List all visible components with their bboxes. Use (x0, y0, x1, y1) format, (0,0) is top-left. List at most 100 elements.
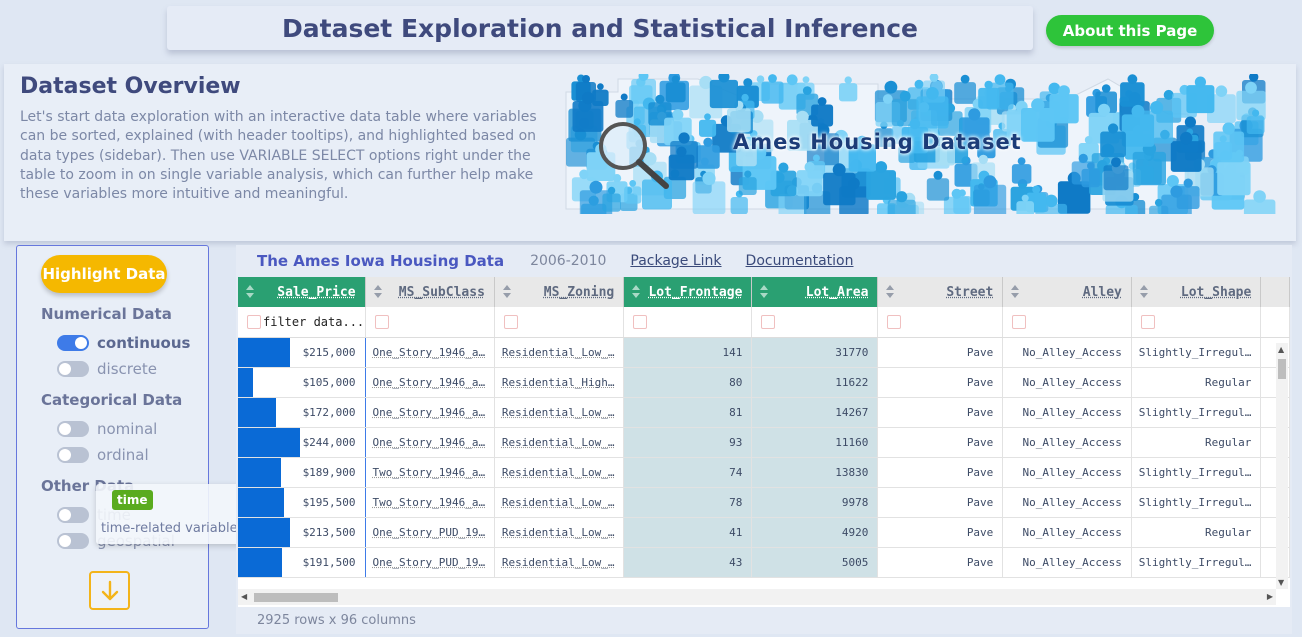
filter-icon[interactable] (374, 315, 389, 329)
price-bar (238, 427, 300, 456)
scroll-right-icon[interactable]: ▶ (1266, 592, 1273, 601)
toggle-row-ordinal[interactable]: ordinal (57, 446, 149, 464)
column-header-lot-shape[interactable]: Lot_Shape (1131, 277, 1262, 307)
cell-value: $172,000 (302, 405, 356, 419)
column-filter-cell[interactable] (751, 307, 879, 338)
table-cell: 141 (623, 337, 753, 368)
column-header-alley[interactable]: Alley (1002, 277, 1132, 307)
sort-icon[interactable] (632, 285, 641, 299)
scroll-up-icon[interactable]: ▲ (1278, 345, 1285, 354)
table-row[interactable]: $195,500 Two_Story_1946_a… Residential_Low… (238, 487, 1290, 518)
tooltip-tag: time (112, 490, 153, 510)
table-cell: $172,000 (238, 397, 366, 428)
cell-value: $213,500 (302, 525, 356, 539)
table-cell: $195,500 (238, 487, 366, 518)
ordinal-toggle[interactable] (57, 447, 89, 463)
column-filter-cell[interactable] (877, 307, 1004, 338)
table-cell: 93 (623, 427, 753, 458)
table-row[interactable]: $213,500 One_Story_PUD_19… Residential_Low… (238, 517, 1290, 548)
price-bar (238, 487, 284, 516)
time-toggle[interactable] (57, 507, 89, 523)
filter-icon[interactable] (247, 315, 261, 329)
column-filter-cell[interactable] (623, 307, 753, 338)
table-cell: 31770 (751, 337, 879, 368)
column-header-lot-frontage[interactable]: Lot_Frontage (623, 277, 753, 307)
toggle-label: nominal (97, 420, 158, 438)
documentation-link[interactable]: Documentation (745, 253, 854, 269)
table-row[interactable]: $244,000 One_Story_1946_a… Residential_Low… (238, 427, 1290, 458)
filter-icon[interactable] (1140, 315, 1155, 329)
table-cell: One_Story_1946_a… (365, 367, 495, 398)
table-cell: Pave (877, 487, 1004, 518)
table-row[interactable]: $191,500 One_Story_PUD_19… Residential_Low… (238, 547, 1290, 578)
highlight-data-button[interactable]: Highlight Data (41, 255, 167, 293)
table-cell: Pave (877, 337, 1004, 368)
table-cell: Residential_Low_… (494, 427, 625, 458)
sort-icon[interactable] (1011, 285, 1020, 299)
sort-icon[interactable] (886, 285, 895, 299)
table-cell: No_Alley_Access (1002, 337, 1132, 368)
filter-icon[interactable] (633, 315, 648, 329)
horizontal-scrollbar[interactable]: ◀ ▶ (238, 589, 1276, 605)
filter-icon[interactable] (503, 315, 518, 329)
table-row[interactable]: $215,000 One_Story_1946_a… Residential_Low… (238, 337, 1290, 368)
scroll-down-button[interactable] (89, 571, 130, 610)
column-header-lot-area[interactable]: Lot_Area (751, 277, 879, 307)
cell-value: $215,000 (302, 345, 356, 359)
table-cell: Residential_High… (494, 367, 625, 398)
column-header-label: Sale_Price (277, 284, 356, 300)
column-header-ms-subclass[interactable]: MS_SubClass (365, 277, 495, 307)
geospatial-toggle[interactable] (57, 533, 89, 549)
table-viewport[interactable]: Sale_Price MS_SubClass MS_Zoning Lot_Fronta… (238, 277, 1290, 607)
toggle-label: discrete (97, 360, 157, 378)
filter-input[interactable] (241, 313, 363, 331)
table-header-row: Sale_Price MS_SubClass MS_Zoning Lot_Fronta… (238, 277, 1290, 307)
column-filter-cell[interactable] (494, 307, 625, 338)
filter-icon[interactable] (761, 315, 776, 329)
toggle-row-discrete[interactable]: discrete (57, 360, 157, 378)
table-row[interactable]: $172,000 One_Story_1946_a… Residential_Low… (238, 397, 1290, 428)
sort-icon[interactable] (1139, 285, 1148, 299)
sort-icon[interactable] (760, 285, 769, 299)
scroll-down-icon[interactable]: ▼ (1278, 578, 1285, 587)
table-body: $215,000 One_Story_1946_a… Residential_Low… (238, 337, 1290, 578)
table-row[interactable]: $189,900 Two_Story_1946_a… Residential_Low… (238, 457, 1290, 488)
filter-icon[interactable] (887, 315, 902, 329)
ames-housing-banner-image (548, 74, 1280, 214)
table-row[interactable]: $105,000 One_Story_1946_a… Residential_Hig… (238, 367, 1290, 398)
sort-icon[interactable] (502, 285, 511, 299)
vertical-scroll-thumb[interactable] (1278, 359, 1286, 379)
package-link[interactable]: Package Link (630, 253, 722, 269)
table-cell: No_Alley_Access (1002, 547, 1132, 578)
column-header-ms-zoning[interactable]: MS_Zoning (494, 277, 625, 307)
table-cell: Pave (877, 517, 1004, 548)
arrow-down-icon (101, 580, 118, 600)
table-footer: 2925 rows x 96 columns (257, 613, 416, 628)
toggle-row-nominal[interactable]: nominal (57, 420, 157, 438)
sort-icon[interactable] (246, 285, 254, 299)
column-filter-cell[interactable] (238, 307, 366, 338)
toggle-row-continuous[interactable]: continuous (57, 334, 190, 352)
column-filter-cell[interactable] (1131, 307, 1262, 338)
column-header-street[interactable]: Street (877, 277, 1004, 307)
sort-icon[interactable] (373, 285, 382, 299)
nominal-toggle[interactable] (57, 421, 89, 437)
column-header-sale-price[interactable]: Sale_Price (238, 277, 366, 307)
table-cell: One_Story_1946_a… (365, 337, 495, 368)
scroll-left-icon[interactable]: ◀ (241, 592, 248, 601)
about-button[interactable]: About this Page (1046, 15, 1214, 46)
table-cell: Regular (1131, 517, 1262, 548)
vertical-scrollbar[interactable]: ▲ ▼ (1276, 343, 1288, 589)
horizontal-scroll-thumb[interactable] (254, 593, 338, 602)
continuous-toggle[interactable] (57, 335, 89, 351)
column-filter-cell[interactable] (1002, 307, 1132, 338)
table-cell: No_Alley_Access (1002, 517, 1132, 548)
table-cell: $189,900 (238, 457, 366, 488)
filter-icon[interactable] (1012, 315, 1027, 329)
discrete-toggle[interactable] (57, 361, 89, 377)
column-filter-cell[interactable] (365, 307, 495, 338)
overview-description: Let's start data exploration with an int… (20, 109, 537, 203)
table-cell: One_Story_PUD_19… (365, 547, 495, 578)
table-cell: 41 (623, 517, 753, 548)
column-header-label: Alley (1082, 284, 1122, 300)
